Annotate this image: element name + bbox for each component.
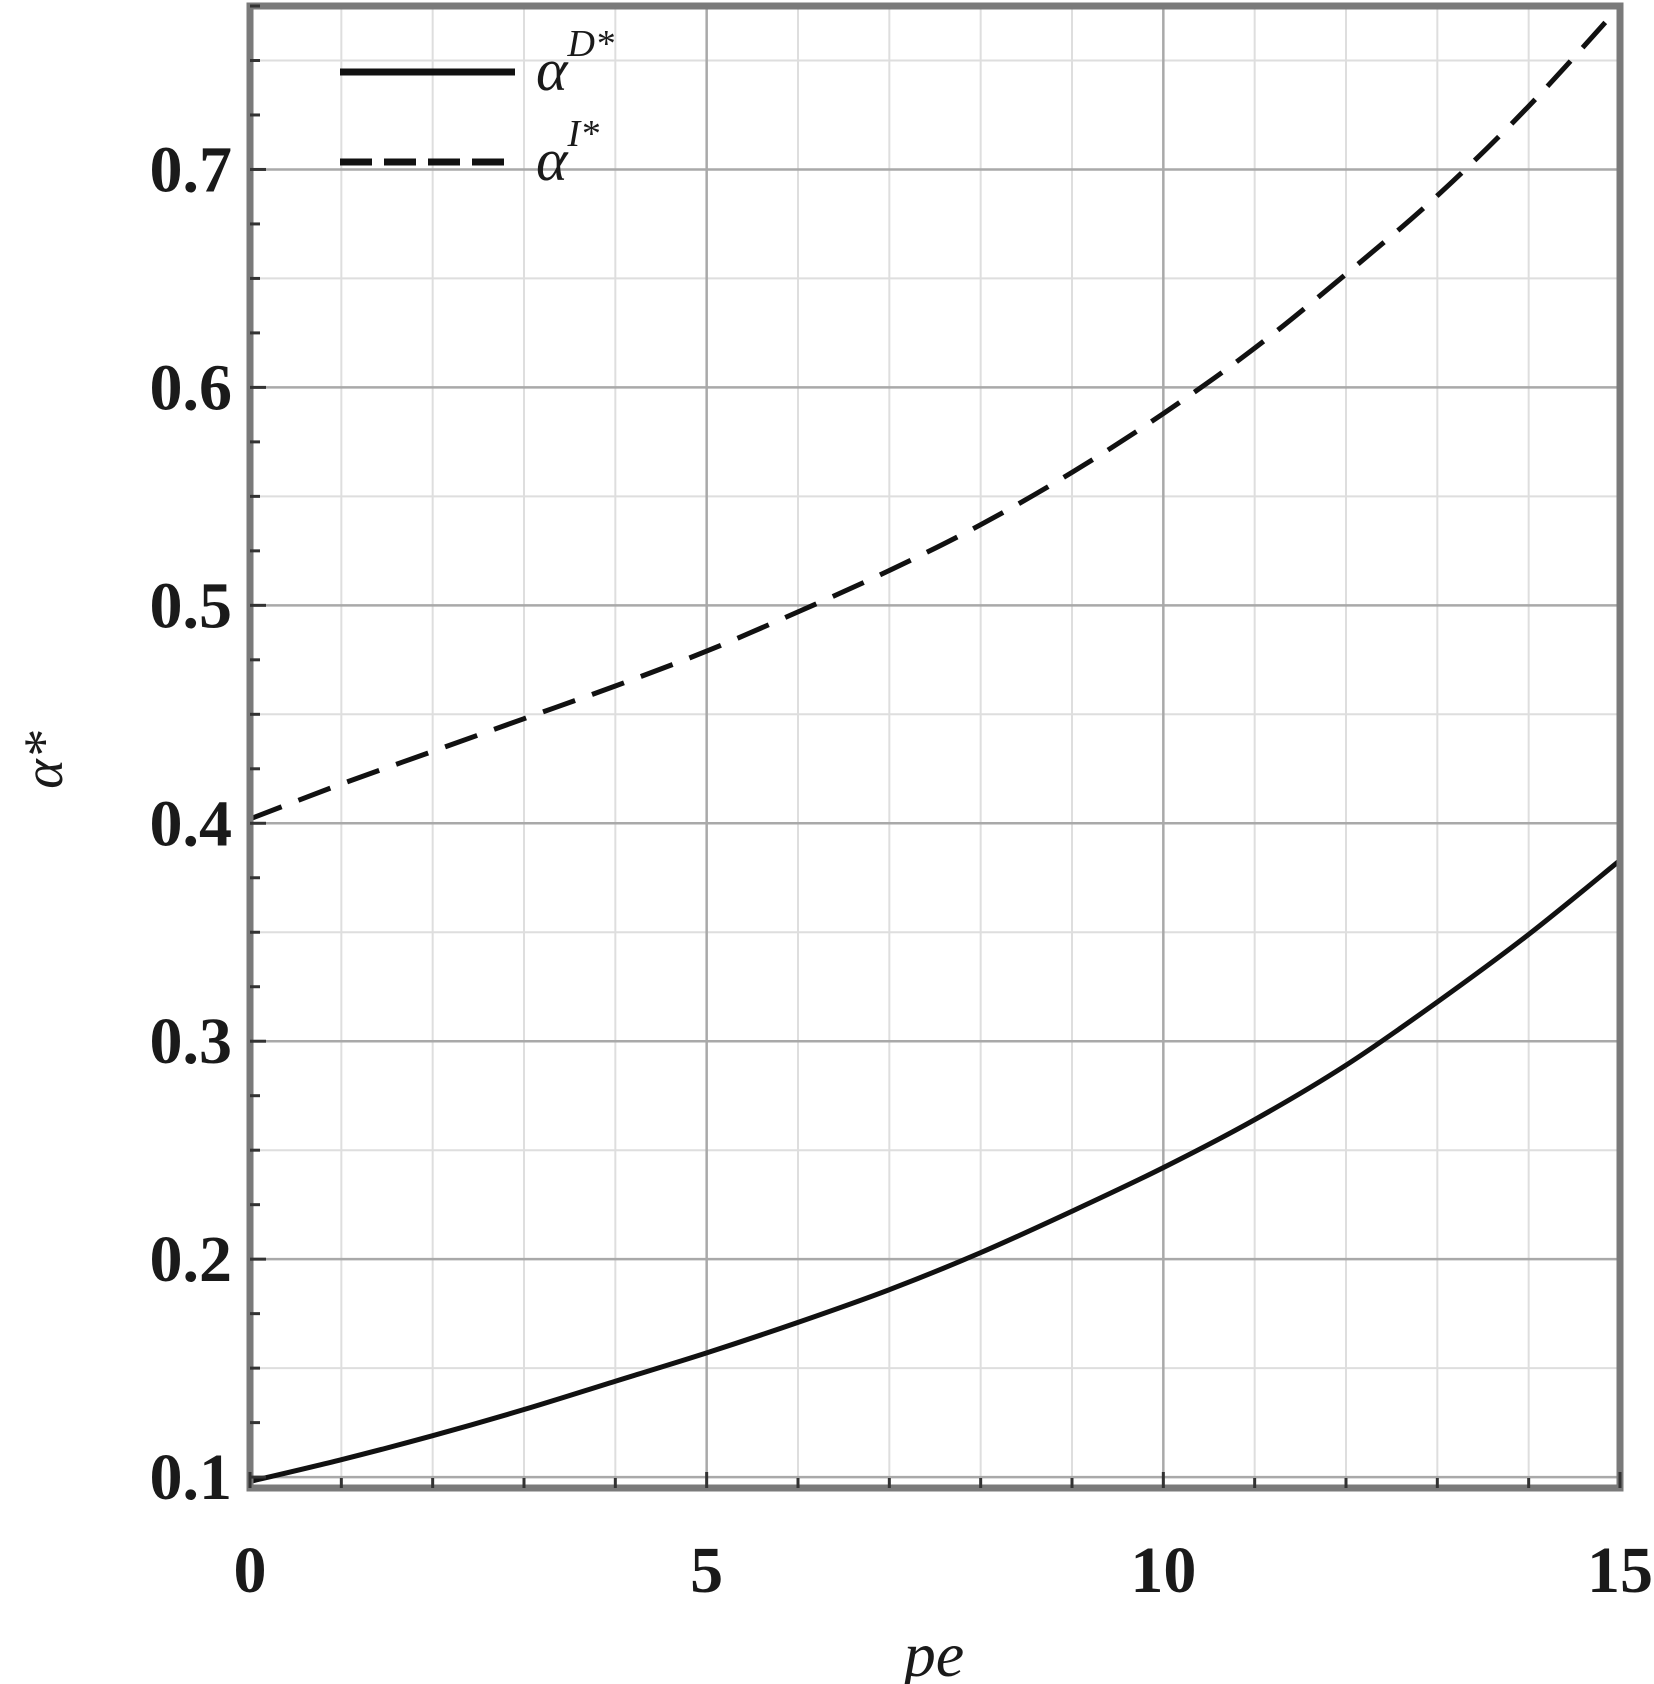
y-tick-label: 0.6 [150, 351, 233, 424]
series-line-alpha-d [249, 858, 1622, 1484]
y-tick-label: 0.1 [150, 1441, 233, 1514]
legend-label-alpha-d: αD* [536, 23, 614, 103]
y-tick-label: 0.5 [150, 569, 233, 642]
legend-label-superscript: I* [567, 113, 600, 155]
y-tick-label: 0.2 [150, 1223, 233, 1296]
y-axis-label: α* [13, 731, 75, 788]
y-tick-labels: 0.1 0.2 0.3 0.4 0.5 0.6 0.7 [150, 133, 233, 1514]
x-axis-label: pe [900, 1619, 964, 1684]
series-line-alpha-i [249, 4, 1622, 822]
y-tick-label: 0.4 [150, 787, 233, 860]
grid [250, 6, 1620, 1488]
plot-frame [246, 2, 1624, 1492]
y-tick-label: 0.7 [150, 133, 233, 206]
x-tick-label: 5 [690, 1534, 723, 1607]
legend-label-superscript: D* [567, 23, 614, 65]
x-tick-label: 15 [1587, 1534, 1653, 1607]
y-tick-label: 0.3 [150, 1005, 233, 1078]
plot-series [249, 4, 1622, 1484]
axis-ticks [248, 4, 1622, 1488]
x-tick-labels: 0 5 10 15 [234, 1534, 1654, 1607]
x-tick-label: 10 [1130, 1534, 1196, 1607]
x-tick-label: 0 [234, 1534, 267, 1607]
legend-label-alpha-i: αI* [536, 113, 599, 193]
legend: αD* αI* [340, 23, 614, 193]
